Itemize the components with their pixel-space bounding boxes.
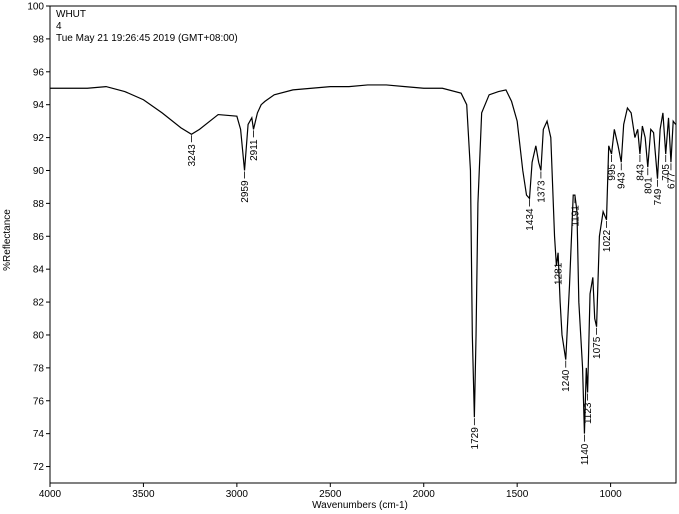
peak-label: 749 xyxy=(653,188,664,205)
y-tick-label: 88 xyxy=(33,199,45,210)
y-tick-label: 92 xyxy=(33,133,45,144)
peak-label: 1075 xyxy=(592,336,603,359)
peak-label: 1123 xyxy=(583,402,594,424)
y-tick-label: 72 xyxy=(33,462,45,473)
peak-label: 1729 xyxy=(470,427,481,450)
peak-label: 1191 xyxy=(570,205,581,227)
peak-label: 843 xyxy=(635,164,646,181)
y-tick-label: 74 xyxy=(33,429,45,440)
x-tick-label: 2500 xyxy=(319,489,342,500)
y-tick-label: 82 xyxy=(33,298,45,309)
peak-label: 801 xyxy=(643,177,654,194)
plot-frame xyxy=(49,5,677,484)
title-line: 4 xyxy=(56,21,62,32)
y-tick-label: 98 xyxy=(33,34,45,45)
x-tick-label: 3000 xyxy=(226,489,249,500)
x-tick-label: 4000 xyxy=(39,489,62,500)
title-line: Tue May 21 19:26:45 2019 (GMT+08:00) xyxy=(56,33,238,44)
peak-label: 943 xyxy=(617,172,628,189)
y-tick-label: 78 xyxy=(33,363,45,374)
y-tick-label: 94 xyxy=(33,100,45,111)
title-line: WHUT xyxy=(56,9,86,20)
x-tick-label: 2000 xyxy=(413,489,436,500)
y-tick-label: 86 xyxy=(33,232,45,243)
peak-label: 677 xyxy=(666,172,677,189)
peak-label: 2911 xyxy=(249,139,260,161)
y-tick-label: 100 xyxy=(27,2,44,13)
y-tick-label: 96 xyxy=(33,67,45,78)
peak-label: 705 xyxy=(661,164,672,181)
peak-label: 1022 xyxy=(602,229,613,252)
y-tick-label: 80 xyxy=(33,330,45,341)
peak-label: 1281 xyxy=(554,262,565,285)
peak-label: 1373 xyxy=(536,180,547,203)
x-axis-label: Wavenumbers (cm-1) xyxy=(312,500,408,511)
peak-label: 3243 xyxy=(187,144,198,167)
y-axis-label: %Reflectance xyxy=(2,209,13,271)
x-tick-label: 1500 xyxy=(506,489,529,500)
y-tick-label: 76 xyxy=(33,396,45,407)
x-tick-label: 3500 xyxy=(132,489,155,500)
spectrum-line xyxy=(50,84,677,434)
peak-label: 995 xyxy=(607,164,618,181)
x-tick-label: 1000 xyxy=(599,489,622,500)
y-tick-label: 90 xyxy=(33,166,45,177)
peak-label: 2959 xyxy=(240,180,251,203)
peak-label: 1434 xyxy=(525,208,536,231)
peak-label: 1140 xyxy=(580,443,591,465)
peak-label: 1240 xyxy=(561,369,572,392)
y-tick-label: 84 xyxy=(33,265,45,276)
